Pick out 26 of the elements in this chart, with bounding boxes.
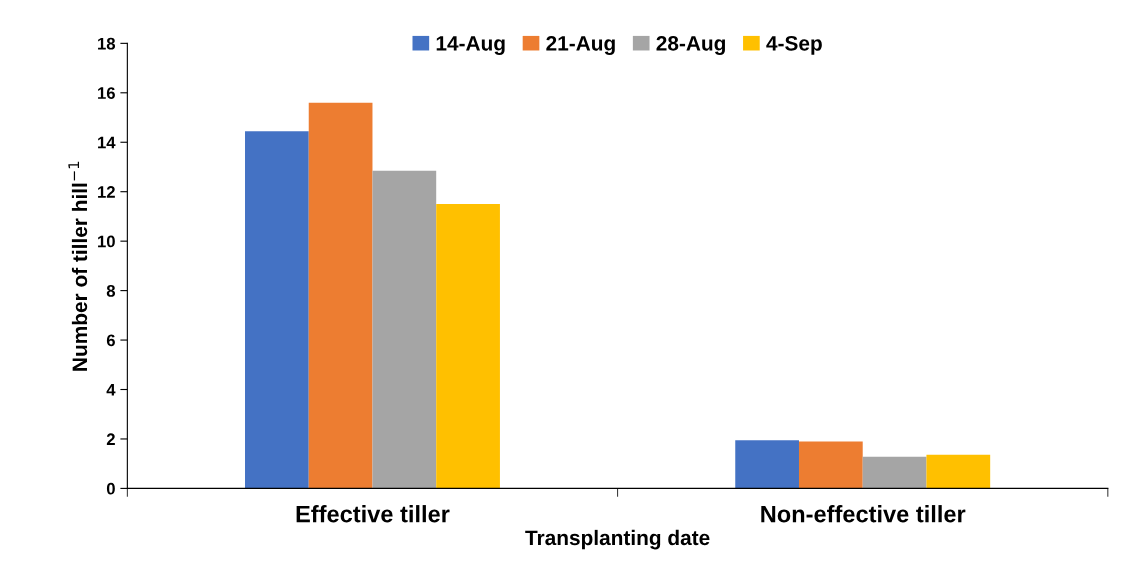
y-tick-label: 14 bbox=[98, 136, 116, 149]
bar bbox=[436, 204, 500, 489]
bar bbox=[798, 441, 863, 489]
legend-label: 14-Aug bbox=[436, 36, 505, 55]
y-tick-label: 16 bbox=[98, 87, 115, 99]
bar bbox=[926, 454, 991, 489]
bar bbox=[245, 131, 309, 489]
legend-label: 28-Aug bbox=[656, 35, 725, 55]
x-tick-label: Non-effective tiller bbox=[761, 505, 966, 523]
x-axis-title: Transplanting date bbox=[525, 529, 710, 550]
bar bbox=[372, 170, 437, 489]
y-tick-label: 18 bbox=[98, 37, 116, 50]
legend-label: 21-Aug bbox=[546, 35, 615, 55]
y-tick-label: 8 bbox=[106, 285, 116, 297]
legend-label: 4-Sep bbox=[766, 35, 822, 55]
y-tick-label: 0 bbox=[106, 482, 115, 495]
y-tick-label: 12 bbox=[98, 186, 115, 198]
bar bbox=[735, 440, 799, 489]
x-tick-label: Effective tiller bbox=[296, 505, 450, 523]
y-tick-label: 4 bbox=[106, 384, 116, 396]
y-axis-title: Number of tiller hill$^{−1}$ bbox=[68, 161, 88, 371]
y-tick-label: 2 bbox=[106, 433, 115, 445]
y-tick-label: 10 bbox=[98, 235, 115, 248]
y-tick-label: 6 bbox=[106, 334, 115, 347]
bar bbox=[308, 102, 373, 489]
bar bbox=[862, 456, 927, 489]
